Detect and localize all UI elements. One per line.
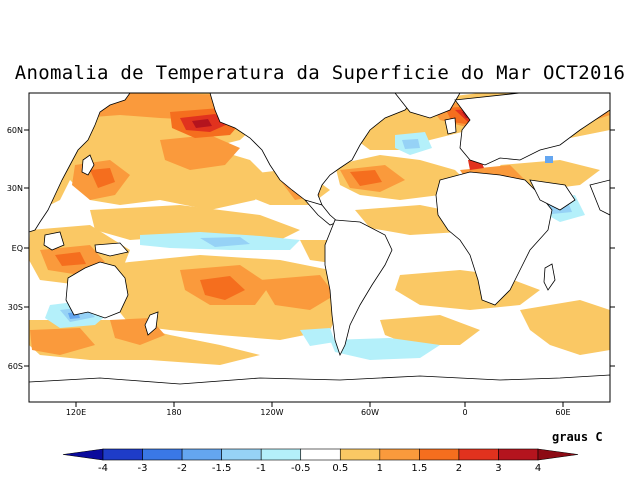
colorbar-swatch [379,448,420,461]
units-label: graus C [552,430,603,444]
colorbar-tick-label: -1 [256,463,266,474]
colorbar-arrow-high [537,448,579,461]
colorbar-tick-label: 2 [456,463,462,474]
arabia-landmass [529,179,576,211]
colorbar-tick-label: -3 [138,463,148,474]
lon-label-60e: 60E [555,408,570,417]
lon-label-180: 180 [166,408,181,417]
colorbar-swatch [300,448,341,461]
colorbar-tick-labels: -4 -3 -2 -1.5 -1 -0.5 0.5 1 1.5 2 3 4 [98,463,541,474]
south-america-landmass [324,219,393,357]
colorbar-swatch [142,448,183,461]
lat-label-30n: 30N [7,184,23,193]
colorbar-swatch [260,448,302,461]
new-zealand-landmass [144,311,159,336]
colorbar-tick-label: 0.5 [332,463,348,474]
colorbar-tick-label: -4 [98,463,108,474]
colorbar-tick-label: -0.5 [291,463,311,474]
colorbar-swatch [181,448,222,461]
colorbar-swatch [458,448,499,461]
lat-ticks [24,129,615,367]
lon-label-60w: 60W [361,408,379,417]
lon-label-120w: 120W [260,408,283,417]
lon-label-0: 0 [462,408,467,417]
colorbar-swatch [419,448,460,461]
greenland-landmass [394,93,461,119]
new-guinea-landmass [94,242,129,257]
map-title: Anomalia de Temperatura da Superficie do… [14,62,626,84]
colorbar-arrow-low [62,448,104,461]
colorbar-swatch [221,448,262,461]
colorbar-swatches [62,448,579,461]
australia-landmass [65,261,129,319]
colorbar-tick-label: 1 [377,463,383,474]
antarctica-landmass [29,374,610,402]
colorbar-tick-label: -1.5 [212,463,232,474]
borneo-landmass [43,231,65,251]
lat-labels: 60N 30N EQ 30S 60S [7,126,23,371]
colorbar-swatch [102,448,143,461]
europe-landmass [454,93,610,166]
japan-landmass [81,154,95,176]
africa-landmass [435,171,553,306]
lon-labels: 120E 180 120W 60W 0 60E [66,408,571,417]
lon-label-120e: 120E [66,408,86,417]
lat-label-60s: 60S [8,362,23,371]
lat-label-60n: 60N [7,126,23,135]
colorbar-tick-label: 3 [495,463,501,474]
lat-label-30s: 30S [8,303,23,312]
colorbar-swatch [339,448,381,461]
colorbar-swatch [498,448,539,461]
colorbar-tick-label: 1.5 [411,463,427,474]
lon-ticks [75,402,564,407]
colorbar-tick-label: -2 [177,463,187,474]
colorbar-tick-label: 4 [535,463,541,474]
asia-east-landmass [29,93,131,233]
british-isles-landmass [444,117,457,135]
madagascar-landmass [543,263,556,291]
lat-label-eq: EQ [12,244,23,253]
landmasses [29,93,610,402]
india-landmass [589,179,610,216]
